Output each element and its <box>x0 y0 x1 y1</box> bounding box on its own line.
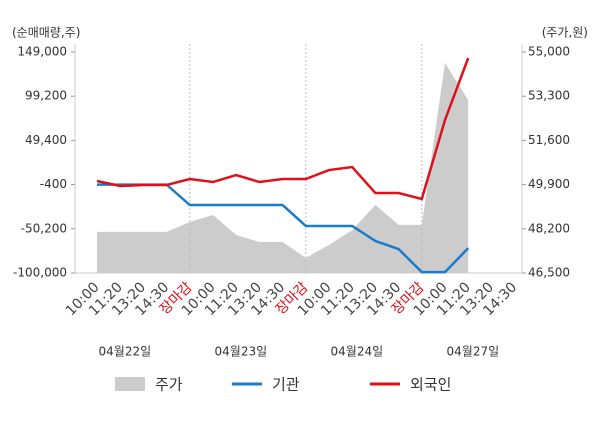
y-tick-label: 99,200 <box>25 89 67 103</box>
date-label: 04월24일 <box>331 345 384 359</box>
y2-tick-label: 53,300 <box>528 89 570 103</box>
y-tick-label: -100,000 <box>13 266 67 280</box>
y-tick-label: -400 <box>40 177 67 191</box>
date-label: 04월22일 <box>99 345 152 359</box>
y2-tick-label: 46,500 <box>528 266 570 280</box>
legend-label: 외국인 <box>410 376 451 394</box>
price-area <box>97 62 469 273</box>
legend-swatch <box>115 377 145 391</box>
legend-label: 주가 <box>155 376 183 394</box>
y2-tick-label: 48,200 <box>528 221 570 235</box>
y-axis-label: (순매매량,주) <box>12 26 80 40</box>
date-label: 04월23일 <box>215 345 268 359</box>
y-tick-label: -50,200 <box>21 221 67 235</box>
legend-label: 기관 <box>272 376 300 394</box>
y2-tick-label: 51,600 <box>528 133 570 147</box>
y-tick-label: 149,000 <box>17 45 67 59</box>
y2-tick-label: 55,000 <box>528 45 570 59</box>
y-tick-label: 49,400 <box>25 133 67 147</box>
series-line <box>96 57 470 201</box>
y2-tick-label: 49,900 <box>528 177 570 191</box>
y2-axis-label: (주가,원) <box>542 26 588 40</box>
date-label: 04월27일 <box>447 345 500 359</box>
